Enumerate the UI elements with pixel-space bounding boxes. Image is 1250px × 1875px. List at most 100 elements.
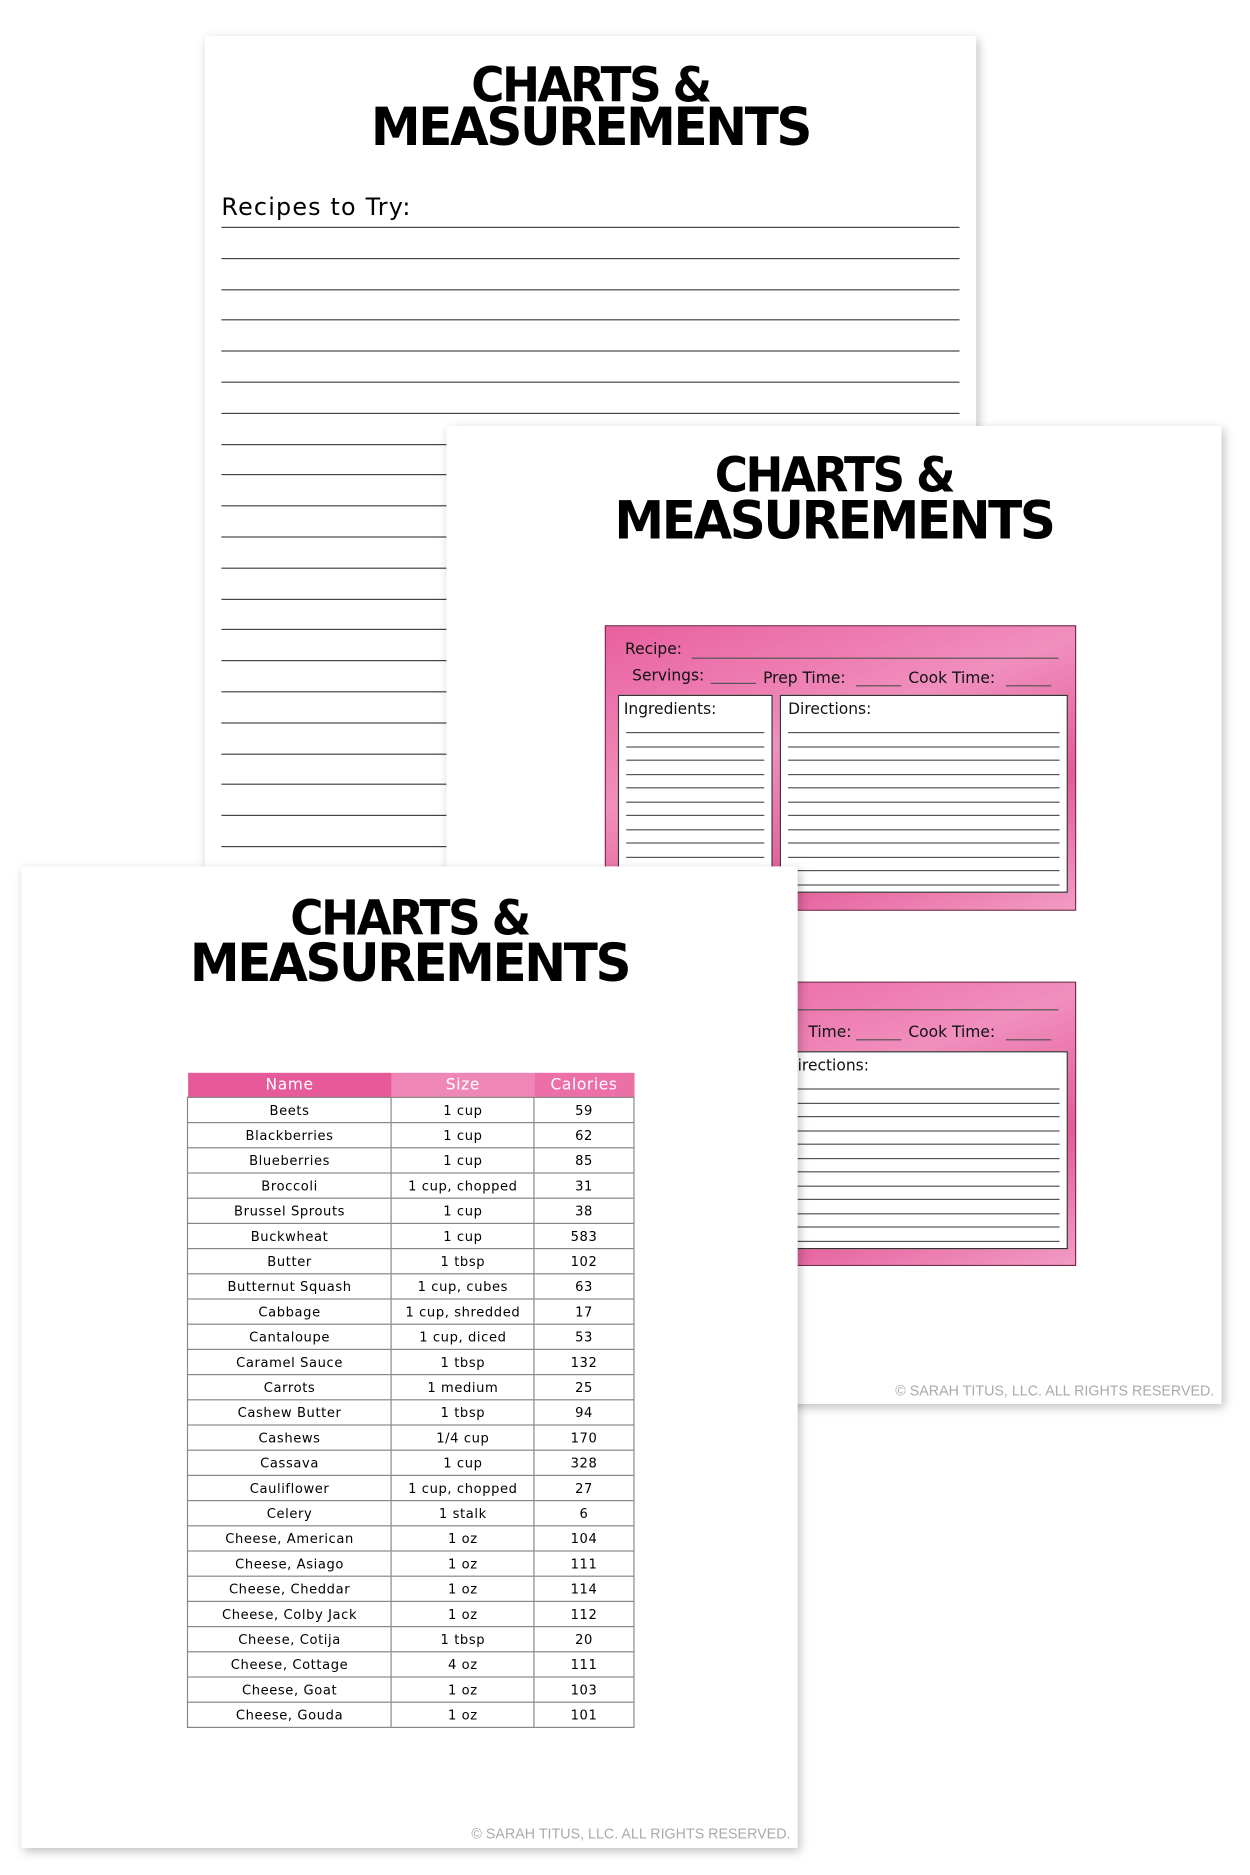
table-cell: Butter — [186, 1248, 393, 1275]
table-cell: Brussel Sprouts — [186, 1197, 393, 1225]
table-cell: 1 oz — [391, 1701, 535, 1729]
table-cell: 104 — [533, 1525, 635, 1552]
table-cell: 85 — [533, 1147, 635, 1174]
card-line — [626, 759, 765, 761]
table-cell: 20 — [533, 1626, 635, 1653]
card-line — [626, 787, 765, 789]
table-row: Cassava 1 cup 328 — [186, 1449, 635, 1477]
table-row: Cheese, Cheddar 1 oz 114 — [186, 1575, 635, 1603]
table-cell: 1 tbsp — [391, 1248, 535, 1275]
table-cell: Celery — [186, 1500, 393, 1527]
footer: © SARAH TITUS, LLC. ALL RIGHTS RESERVED. — [471, 1825, 791, 1843]
table-cell: 1 oz — [391, 1676, 535, 1703]
column-header: Name — [187, 1072, 392, 1098]
card-line — [788, 1129, 1060, 1131]
table-cell: Broccoli — [186, 1172, 393, 1199]
card-line — [788, 1143, 1060, 1145]
card-line — [788, 870, 1060, 872]
table-cell: 1 cup, chopped — [391, 1474, 535, 1502]
chart-page: CHARTS & MEASUREMENTS Name Size Calories Be… — [21, 866, 798, 1849]
calorie-table: Name Size Calories Beets 1 cup 59 Blackberries… — [186, 1072, 635, 1729]
table-row: Blackberries 1 cup 62 — [186, 1122, 635, 1149]
table-cell: 1 stalk — [391, 1500, 535, 1527]
table-cell: 1 medium — [391, 1374, 535, 1401]
card-line — [788, 814, 1060, 817]
table-cell: 102 — [533, 1248, 635, 1275]
card-line — [788, 1198, 1060, 1200]
table-cell: 59 — [533, 1096, 635, 1124]
card-line — [788, 732, 1060, 734]
table-cell: Cheese, Colby Jack — [186, 1600, 393, 1628]
card-line — [626, 856, 765, 858]
table-cell: 111 — [533, 1651, 635, 1678]
table-row: Cashews 1/4 cup 170 — [186, 1424, 635, 1451]
card-line — [626, 842, 765, 844]
card-line — [788, 1240, 1060, 1242]
card-line — [788, 773, 1060, 775]
table-cell: 62 — [533, 1122, 635, 1149]
table-cell: 25 — [533, 1374, 635, 1401]
table-cell: 114 — [533, 1575, 635, 1603]
ingredients-label: Ingredients: — [623, 700, 717, 719]
card-page: CHARTS & MEASUREMENTS Recipe: Servings: … — [446, 426, 1222, 1405]
table-cell: Blueberries — [186, 1147, 393, 1174]
table-cell: Cabbage — [186, 1298, 393, 1325]
table-cell: Caramel Sauce — [186, 1348, 393, 1376]
cook-label: Cook Time: — [908, 1023, 996, 1042]
cook-label: Cook Time: — [908, 669, 996, 688]
table-row: Buckwheat 1 cup 583 — [186, 1222, 635, 1250]
card-line — [788, 1157, 1060, 1159]
table-cell: 1 oz — [391, 1575, 535, 1603]
table-cell: 1 cup, diced — [391, 1323, 535, 1351]
table-row: Blueberries 1 cup 85 — [186, 1147, 635, 1174]
table-cell: 112 — [533, 1600, 635, 1628]
table-cell: 17 — [533, 1298, 635, 1325]
table-cell: Cheese, Asiago — [186, 1550, 393, 1577]
writing-line — [221, 350, 960, 352]
title-line1: CHARTS & — [714, 447, 956, 503]
table-cell: 6 — [533, 1500, 635, 1527]
table-row: Cheese, Cotija 1 tbsp 20 — [186, 1626, 635, 1653]
card-line — [788, 1212, 1060, 1214]
prep-label: Prep Time: — [763, 669, 846, 688]
table-row: Cheese, Cottage 4 oz 111 — [186, 1651, 635, 1678]
table-row: Cashew Butter 1 tbsp 94 — [186, 1399, 635, 1426]
table-row: Celery 1 stalk 6 — [186, 1500, 635, 1527]
table-row: Cheese, Goat 1 oz 103 — [186, 1676, 635, 1703]
table-cell: Carrots — [186, 1374, 393, 1401]
card-line — [788, 883, 1060, 886]
table-cell: 38 — [533, 1197, 635, 1225]
table-cell: Cauliflower — [186, 1474, 393, 1502]
table-cell: 1 oz — [391, 1600, 535, 1628]
table-cell: 94 — [533, 1399, 635, 1426]
heading: Recipes to Try: — [221, 192, 412, 221]
table-cell: 31 — [533, 1172, 635, 1199]
title-line2: MEASUREMENTS — [370, 95, 813, 158]
card-line — [788, 842, 1060, 844]
table-cell: 101 — [533, 1701, 635, 1729]
table-cell: Cashews — [186, 1424, 393, 1451]
column-header: Size — [391, 1072, 535, 1098]
table-cell: Cheese, Gouda — [186, 1701, 393, 1729]
table-cell: Beets — [186, 1096, 393, 1124]
title-line1: CHARTS & — [290, 890, 531, 946]
footer: © SARAH TITUS, LLC. ALL RIGHTS RESERVED. — [895, 1382, 1215, 1400]
table-cell: 1 oz — [391, 1550, 535, 1577]
recipe-label: Recipe: — [625, 640, 682, 659]
column-header: Calories — [534, 1072, 634, 1098]
table-row: Cheese, Gouda 1 oz 101 — [186, 1701, 635, 1729]
card-line — [788, 787, 1060, 789]
table-cell: Cantaloupe — [186, 1323, 393, 1351]
card-line — [626, 801, 765, 803]
table-row: Cantaloupe 1 cup, diced 53 — [186, 1323, 635, 1351]
table-row: Broccoli 1 cup, chopped 31 — [186, 1172, 635, 1199]
table-row: Butternut Squash 1 cup, cubes 63 — [186, 1273, 635, 1300]
card-line — [788, 828, 1060, 830]
table-row: Cauliflower 1 cup, chopped 27 — [186, 1474, 635, 1502]
card-line — [788, 759, 1060, 761]
table-cell: 1 cup — [391, 1222, 535, 1250]
card-line — [626, 814, 765, 817]
card-line — [626, 773, 765, 775]
card-line — [626, 828, 765, 830]
